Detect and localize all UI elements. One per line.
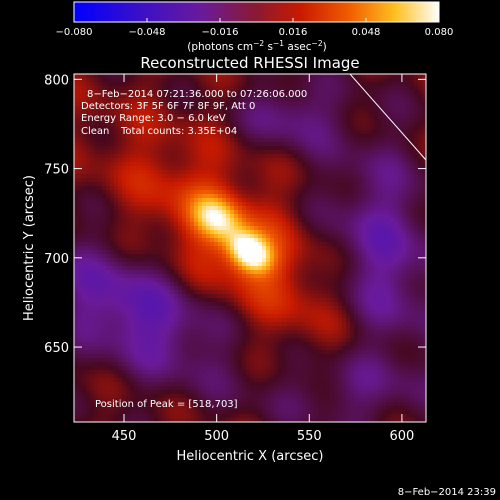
colorbar-unit-label: (photons cm−2 s−1 asec−2) [187,39,326,53]
footer-timestamp: 8−Feb−2014 23:39 [398,487,496,498]
colorbar-tick-label: 0.080 [425,27,454,38]
colorbar-tick-label: −0.048 [128,27,165,38]
time-range-text: 8−Feb−2014 07:21:36.000 to 07:26:06.000 [87,89,307,100]
x-axis-label: Heliocentric X (arcsec) [177,449,324,464]
colorbar-tick-label: 0.048 [352,27,381,38]
colorbar-tick-label: −0.016 [201,27,238,38]
plot-frame [73,73,427,423]
colorbar-frame [73,1,440,23]
colorbar-tick-label: 0.016 [279,27,308,38]
x-tick-label: 450 [112,429,137,444]
y-tick-label: 750 [44,163,69,178]
peak-position-text: Position of Peak = [518,703] [95,399,238,410]
x-tick-label: 550 [297,429,322,444]
colorbar-tick-labels: −0.080 −0.048 −0.016 0.016 0.048 0.080 [55,27,453,38]
image-title: Reconstructed RHESSI Image [140,54,359,72]
total-counts-text: Total counts: 3.35E+04 [120,126,237,137]
map-area [74,74,426,422]
colorbar-tick-label: −0.080 [55,27,92,38]
clean-label: Clean [81,126,109,137]
y-tick-label: 650 [44,341,69,356]
colorbar-gradient [74,2,439,22]
solar-limb-line [349,74,426,161]
y-tick-label: 800 [44,73,69,88]
y-axis-label: Heliocentric Y (arcsec) [22,175,37,321]
colorbar-ticks [73,18,440,22]
map-pixels [74,74,426,422]
y-axis-ticks: 650 700 750 800 [44,73,426,356]
y-tick-label: 700 [44,252,69,267]
x-tick-label: 600 [390,429,415,444]
detectors-text: Detectors: 3F 5F 6F 7F 8F 9F, Att 0 [81,101,255,112]
energy-range-text: Energy Range: 3.0 − 6.0 keV [81,113,226,124]
x-tick-label: 500 [204,429,229,444]
x-axis-ticks: 450 500 550 600 [112,74,415,444]
